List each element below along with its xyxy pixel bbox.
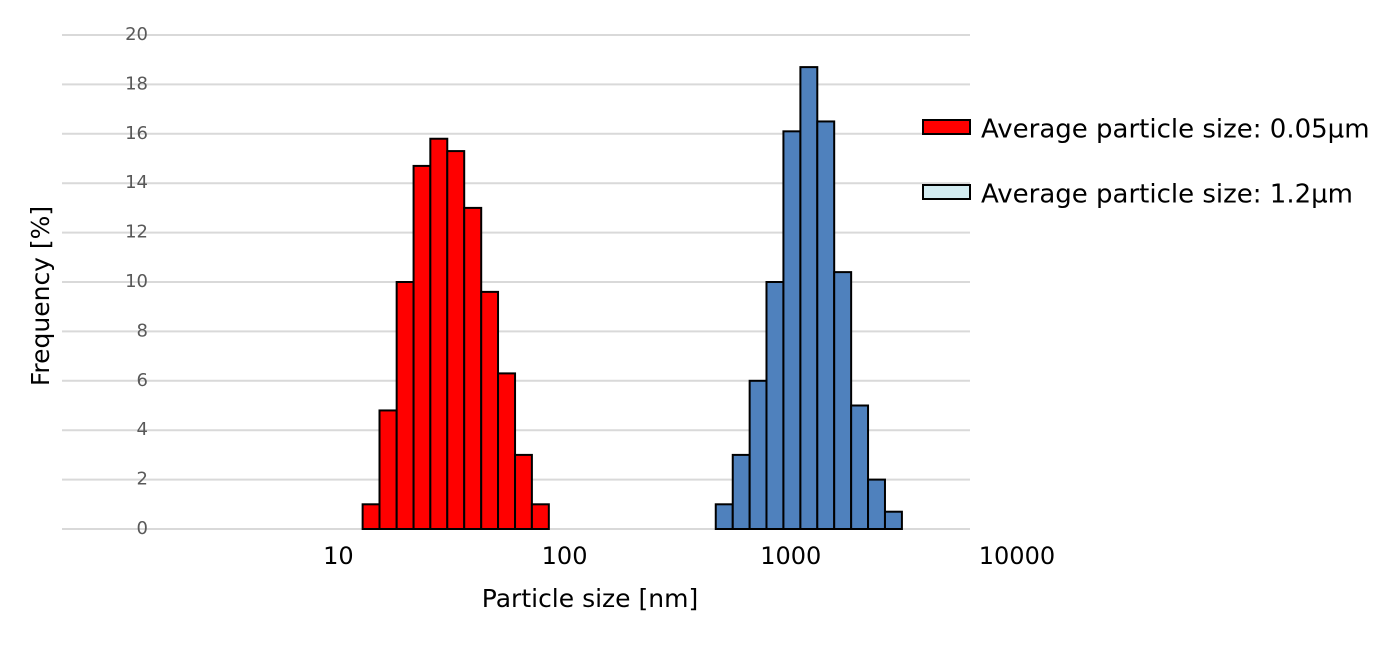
y-tick-label: 6 bbox=[137, 370, 148, 391]
bar bbox=[748, 379, 768, 530]
bar bbox=[446, 150, 466, 530]
bar bbox=[731, 453, 751, 530]
bar bbox=[463, 206, 483, 530]
x-tick-label: 100 bbox=[542, 542, 588, 570]
y-tick-label: 10 bbox=[125, 271, 148, 292]
bar bbox=[514, 453, 533, 530]
y-tick-label: 14 bbox=[125, 172, 148, 193]
bar bbox=[799, 66, 819, 531]
y-tick-label: 4 bbox=[137, 419, 148, 440]
bar bbox=[850, 404, 870, 530]
bar bbox=[816, 120, 836, 530]
y-tick-label: 0 bbox=[137, 518, 148, 539]
bar bbox=[530, 503, 550, 530]
bar bbox=[833, 271, 853, 530]
y-tick-label: 12 bbox=[125, 222, 148, 243]
bar bbox=[867, 478, 886, 531]
bar bbox=[480, 290, 500, 530]
legend-label: Average particle size: 0.05µm bbox=[981, 115, 1370, 145]
y-tick-label: 16 bbox=[125, 123, 148, 144]
bar bbox=[412, 164, 432, 530]
bar bbox=[714, 503, 734, 530]
y-tick-label: 20 bbox=[125, 24, 148, 45]
x-tick-label: 10000 bbox=[979, 542, 1055, 570]
legend-swatch bbox=[922, 119, 971, 135]
x-axis-title: Particle size [nm] bbox=[482, 584, 698, 613]
bar bbox=[378, 409, 398, 530]
legend-swatch bbox=[922, 184, 971, 200]
y-tick-label: 8 bbox=[137, 320, 148, 341]
y-tick-label: 2 bbox=[137, 469, 148, 490]
bar bbox=[765, 281, 785, 530]
legend-label: Average particle size: 1.2µm bbox=[981, 180, 1353, 210]
bar bbox=[429, 137, 449, 531]
x-tick-label: 10 bbox=[323, 542, 354, 570]
bar bbox=[497, 372, 517, 531]
bar bbox=[883, 510, 903, 530]
bar bbox=[782, 130, 802, 531]
bar bbox=[361, 503, 381, 530]
y-axis-title: Frequency [%] bbox=[26, 206, 55, 386]
x-tick-label: 1000 bbox=[760, 542, 821, 570]
bar bbox=[395, 281, 415, 530]
y-tick-label: 18 bbox=[125, 73, 148, 94]
